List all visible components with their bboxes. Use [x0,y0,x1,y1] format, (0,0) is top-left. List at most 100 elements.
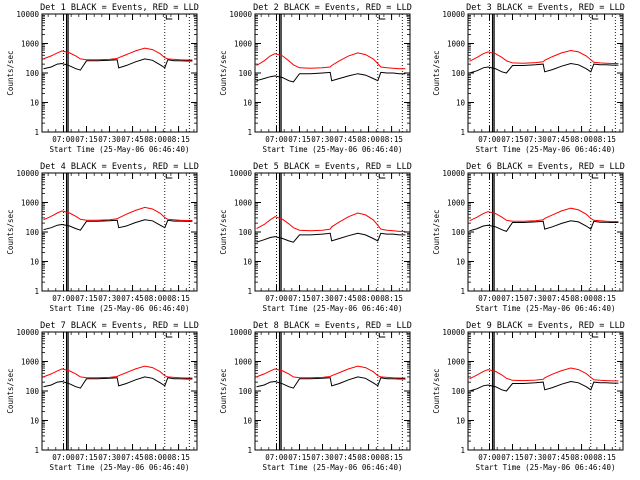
panel-title: Det 6 BLACK = Events, RED = LLD [466,162,625,172]
y-tick-label: 10000 [442,10,465,19]
x-tick-label: 08:15 [380,294,403,303]
y-tick-label: 100 [238,69,252,78]
x-tick-label: 07:15 [75,453,98,462]
y-axis-label: Counts/sec [6,209,15,254]
y-tick-label: 10000 [16,10,39,19]
y-axis-label: Counts/sec [6,50,15,95]
marker-bracket [378,333,386,338]
x-tick-label: 07:15 [501,294,524,303]
series-line-events [43,219,193,231]
series-line-events [43,58,193,71]
panel-title: Det 2 BLACK = Events, RED = LLD [253,3,412,13]
x-tick-label: 07:30 [524,135,547,144]
panel-det-4: Det 4 BLACK = Events, RED = LLD 1 10 100 100… [6,162,199,313]
marker-bracket [165,333,173,338]
series-line-events [256,232,406,243]
x-tick-label: 07:45 [547,453,570,462]
y-axis-label: Counts/sec [219,209,228,254]
x-tick-label: 07:30 [311,135,334,144]
y-tick-label: 10 [456,99,466,108]
x-tick-label: 07:15 [501,135,524,144]
x-tick-label: 07:30 [98,294,121,303]
y-tick-label: 1 [34,287,39,296]
panel-det-1: Det 1 BLACK = Events, RED = LLD 1 10 100 100… [6,3,199,154]
y-tick-label: 10 [30,99,40,108]
x-tick-label: 07:45 [334,294,357,303]
x-tick-label: 07:30 [98,453,121,462]
y-tick-label: 1000 [447,40,466,49]
x-tick-label: 08:15 [593,135,616,144]
y-tick-label: 1 [34,446,39,455]
series-line-lld [256,52,406,70]
series-line-lld [469,49,619,64]
y-tick-label: 1000 [21,199,40,208]
panel-title: Det 3 BLACK = Events, RED = LLD [466,3,625,13]
x-tick-label: 07:00 [265,294,288,303]
x-axis-label: Start Time (25-May-06 06:46:40) [263,304,403,313]
x-axis-label: Start Time (25-May-06 06:46:40) [263,145,403,154]
series-line-events [469,220,619,233]
plot-frame [41,172,198,292]
panel-title: Det 7 BLACK = Events, RED = LLD [40,321,199,331]
plot-frame [467,172,624,292]
marker-bracket [165,15,173,20]
x-tick-label: 07:00 [265,453,288,462]
series-line-events [256,376,406,389]
x-tick-label: 08:15 [593,294,616,303]
x-tick-label: 08:15 [167,135,190,144]
series-line-lld [469,367,619,382]
y-axis-label: Counts/sec [432,50,441,95]
x-tick-label: 08:15 [167,453,190,462]
y-tick-label: 10000 [442,328,465,337]
y-tick-label: 1 [247,446,252,455]
y-tick-label: 1000 [447,358,466,367]
panel-det-8: Det 8 BLACK = Events, RED = LLD 1 10 100 100… [219,321,412,472]
y-tick-label: 1000 [234,199,253,208]
panel-title: Det 4 BLACK = Events, RED = LLD [40,162,199,172]
series-line-events [256,71,406,83]
marker-bracket [591,15,599,20]
y-axis-label: Counts/sec [432,209,441,254]
x-tick-label: 07:15 [75,135,98,144]
x-tick-label: 07:45 [547,135,570,144]
y-tick-label: 10 [30,258,40,267]
y-tick-label: 100 [238,228,252,237]
y-tick-label: 100 [451,69,465,78]
x-tick-label: 07:30 [98,135,121,144]
plot-frame [467,331,624,451]
x-tick-label: 07:15 [288,294,311,303]
y-tick-label: 10000 [16,328,39,337]
series-line-events [469,380,619,392]
x-tick-label: 07:00 [52,453,75,462]
y-tick-label: 10 [243,417,253,426]
plot-frame [467,13,624,133]
series-line-events [43,376,193,389]
plot-frame [41,331,198,451]
y-tick-label: 100 [25,387,39,396]
x-tick-label: 08:15 [380,135,403,144]
x-tick-label: 08:15 [380,453,403,462]
x-tick-label: 08:00 [570,453,593,462]
x-tick-label: 07:30 [524,294,547,303]
x-tick-label: 08:00 [570,135,593,144]
y-tick-label: 10000 [229,169,252,178]
x-tick-label: 07:45 [121,294,144,303]
x-tick-label: 07:00 [478,135,501,144]
y-tick-label: 10 [456,417,466,426]
x-axis-label: Start Time (25-May-06 06:46:40) [50,304,190,313]
panel-title: Det 1 BLACK = Events, RED = LLD [40,3,199,13]
x-tick-label: 07:45 [547,294,570,303]
x-axis-label: Start Time (25-May-06 06:46:40) [476,463,616,472]
marker-bracket [591,333,599,338]
y-axis-label: Counts/sec [6,368,15,413]
y-tick-label: 1 [460,287,465,296]
x-tick-label: 08:15 [167,294,190,303]
x-tick-label: 08:00 [357,135,380,144]
y-tick-label: 10 [243,258,253,267]
x-tick-label: 07:00 [265,135,288,144]
x-tick-label: 07:00 [52,135,75,144]
x-tick-label: 07:00 [478,453,501,462]
marker-bracket [378,15,386,20]
x-tick-label: 08:15 [593,453,616,462]
